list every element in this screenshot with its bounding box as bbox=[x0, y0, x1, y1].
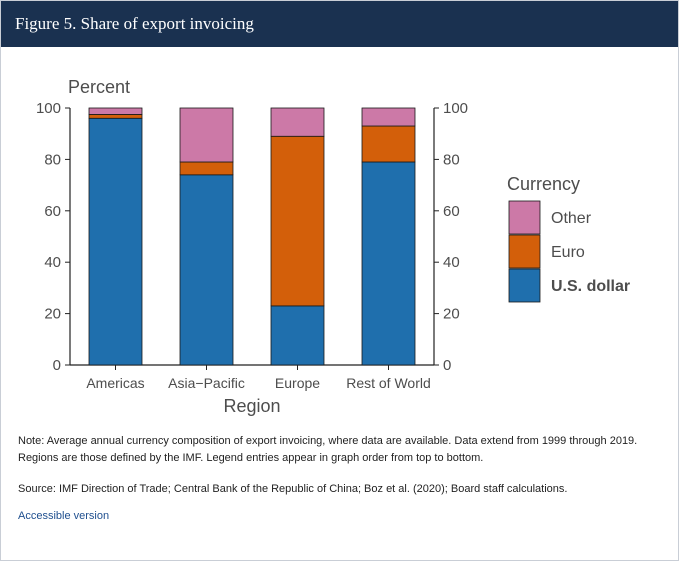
y-tick-label-right: 20 bbox=[443, 306, 460, 323]
legend-title: Currency bbox=[507, 174, 580, 194]
bar-americas-euro bbox=[88, 114, 143, 119]
legend-swatch bbox=[508, 268, 541, 303]
x-tick-label: Rest of World bbox=[346, 375, 431, 391]
y-tick-label-right: 40 bbox=[443, 254, 460, 271]
x-tick-label: Americas bbox=[86, 375, 144, 391]
legend-label: U.S. dollar bbox=[551, 278, 630, 295]
accessible-version-link[interactable]: Accessible version bbox=[18, 510, 110, 522]
bar-americas-other bbox=[88, 107, 143, 115]
y-tick-label-right: 60 bbox=[443, 203, 460, 220]
figure-title: Figure 5. Share of export invoicing bbox=[15, 14, 254, 33]
bar-rest-of-world-euro bbox=[361, 125, 416, 163]
y-tick-label-left: 40 bbox=[44, 254, 61, 271]
bar-asia-pacific-u-s-dollar bbox=[179, 174, 234, 366]
bar-europe-other bbox=[270, 107, 325, 137]
bar-asia-pacific-euro bbox=[179, 161, 234, 176]
legend-label: Euro bbox=[551, 244, 585, 261]
y-tick-label-left: 60 bbox=[44, 203, 61, 220]
stacked-bar-chart: 0 0 20 20 40 40 60 60 80 80 100 100 Percent Americas A… bbox=[36, 77, 630, 416]
y-tick-label-right: 0 bbox=[443, 357, 451, 374]
y-tick-label-left: 100 bbox=[36, 100, 61, 117]
y-tick-label-left: 80 bbox=[44, 151, 61, 168]
x-tick-label: Europe bbox=[275, 375, 320, 391]
bar-europe-u-s-dollar bbox=[270, 305, 325, 366]
bar-americas-u-s-dollar bbox=[88, 117, 143, 366]
y-tick-label-right: 100 bbox=[443, 100, 468, 117]
bar-rest-of-world-other bbox=[361, 107, 416, 127]
bar-rest-of-world-u-s-dollar bbox=[361, 161, 416, 366]
x-axis-title: Region bbox=[223, 396, 280, 416]
legend-swatch bbox=[508, 234, 541, 269]
y-axis-title: Percent bbox=[68, 77, 130, 97]
chart-source: Source: IMF Direction of Trade; Central … bbox=[18, 483, 568, 495]
y-tick-label-right: 80 bbox=[443, 151, 460, 168]
chart-note: Note: Average annual currency compositio… bbox=[18, 435, 638, 464]
legend-swatch bbox=[508, 200, 541, 235]
bar-asia-pacific-other bbox=[179, 107, 234, 163]
y-tick-label-left: 0 bbox=[53, 357, 61, 374]
y-tick-label-left: 20 bbox=[44, 306, 61, 323]
x-tick-label: Asia−Pacific bbox=[168, 375, 245, 391]
bar-europe-euro bbox=[270, 135, 325, 307]
figure-header: Figure 5. Share of export invoicing bbox=[1, 1, 678, 47]
legend-label: Other bbox=[551, 210, 592, 227]
